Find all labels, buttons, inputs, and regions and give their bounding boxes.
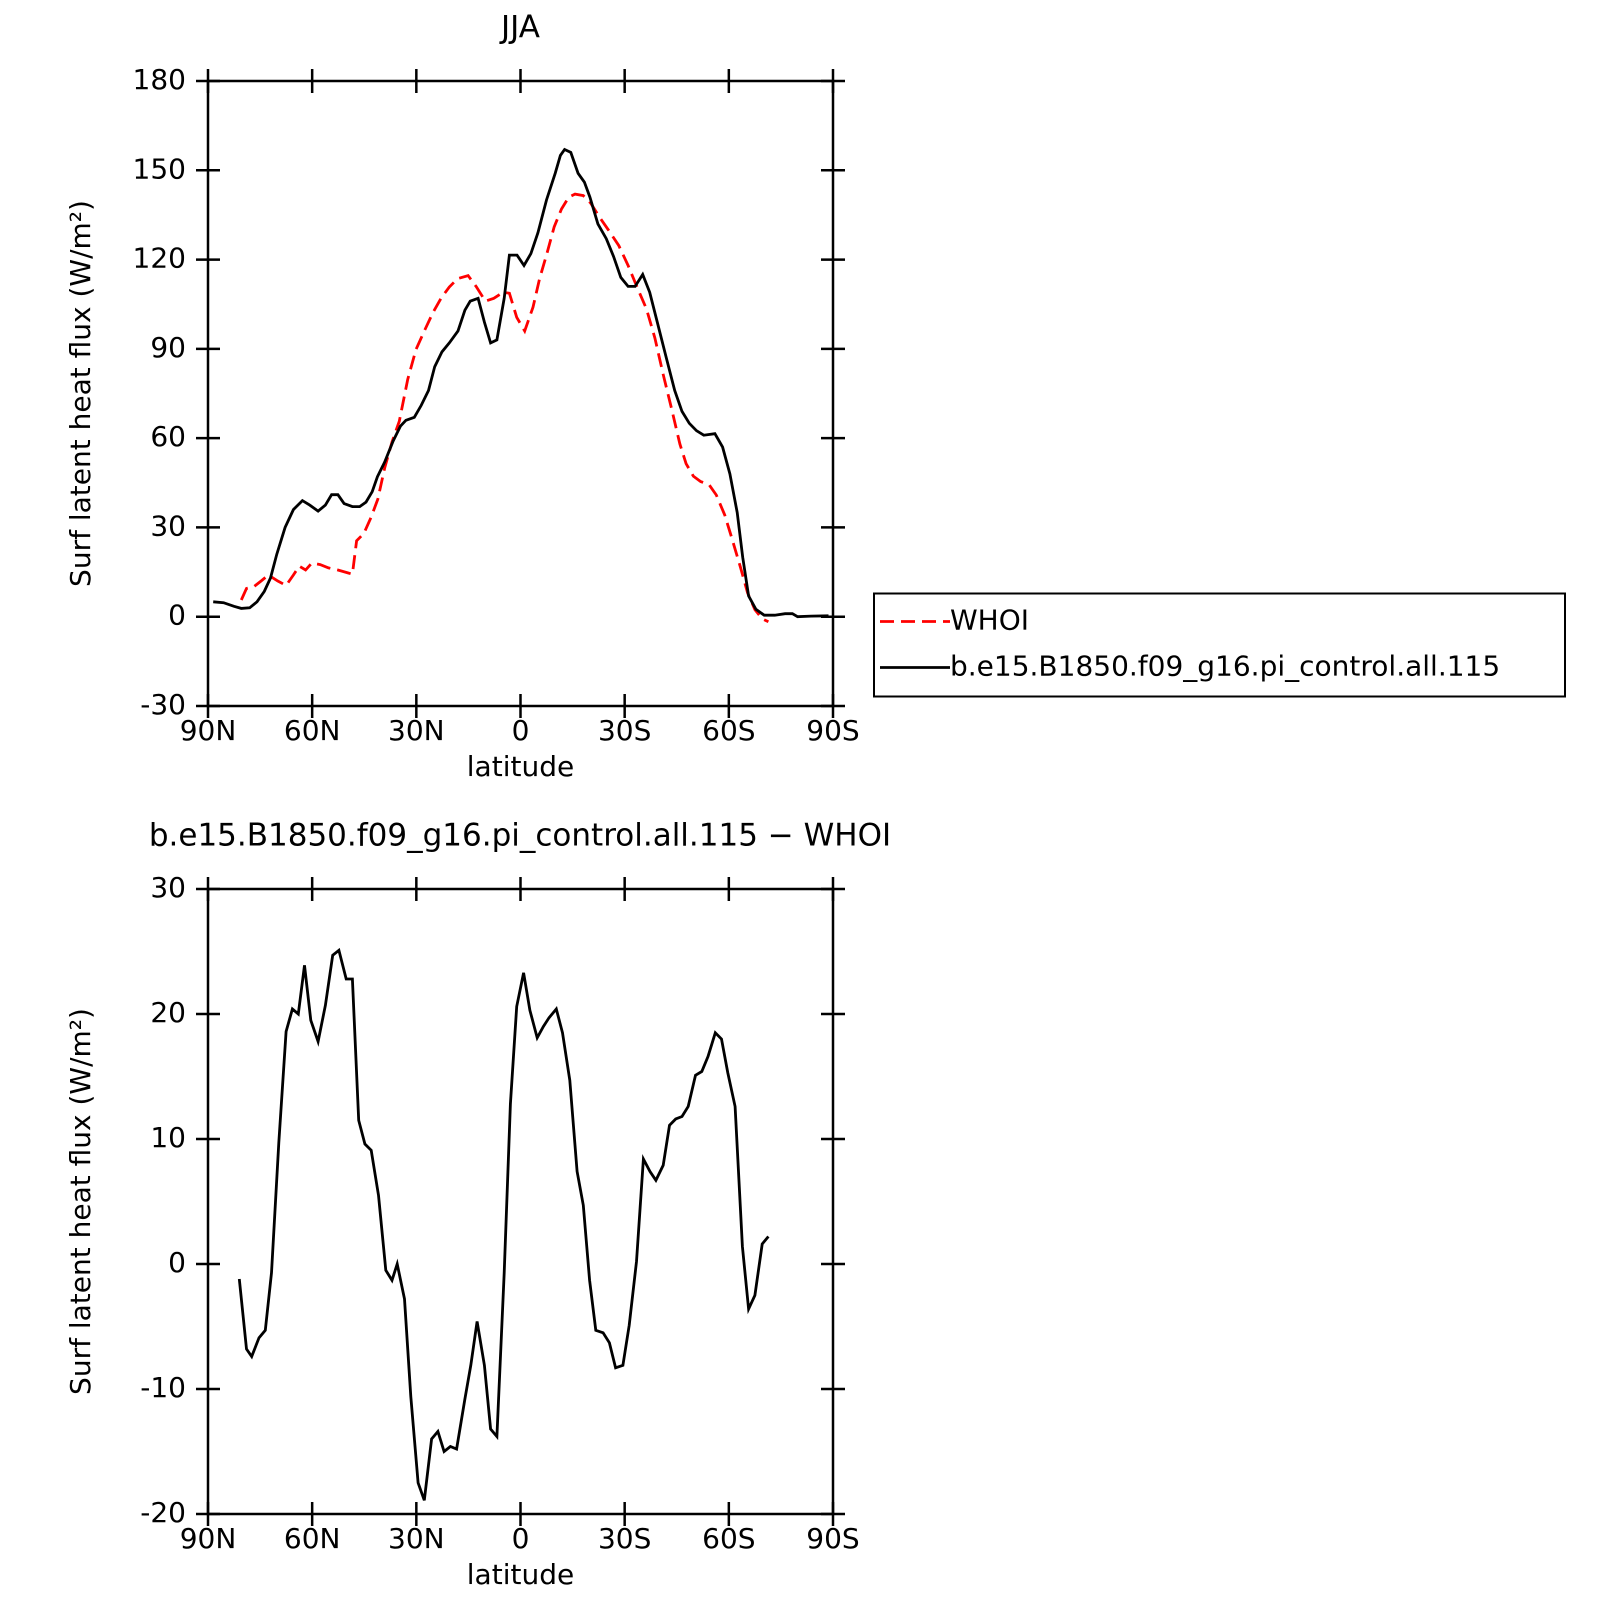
plot-frame	[206, 79, 835, 708]
x-tick-label: 30S	[598, 1522, 651, 1555]
y-axis-label: Surf latent heat flux (W/m²)	[64, 1008, 97, 1395]
y-tick-label: 0	[168, 1246, 186, 1279]
y-tick-label: -10	[140, 1371, 186, 1404]
y-tick-label: 0	[168, 599, 186, 632]
x-tick-label: 60S	[702, 714, 755, 747]
x-tick-label: 0	[512, 1522, 530, 1555]
chart-title: b.e15.B1850.f09_g16.pi_control.all.115 −…	[149, 818, 891, 854]
x-tick-label: 60S	[702, 1522, 755, 1555]
y-tick-label: 60	[150, 420, 186, 453]
x-tick-label: 90N	[180, 1522, 237, 1555]
y-tick-label: -20	[140, 1496, 186, 1529]
legend-label: WHOI	[950, 604, 1029, 637]
y-tick-label: 10	[150, 1121, 186, 1154]
y-axis-label: Surf latent heat flux (W/m²)	[64, 200, 97, 587]
y-tick-label: 90	[150, 331, 186, 364]
y-tick-label: 180	[133, 63, 186, 96]
x-tick-label: 60N	[284, 714, 341, 747]
x-tick-label: 90S	[806, 1522, 859, 1555]
y-tick-label: 120	[133, 242, 186, 275]
x-tick-label: 0	[512, 714, 530, 747]
data-line	[213, 147, 829, 619]
x-tick-label: 30N	[388, 714, 445, 747]
y-tick-label: 150	[133, 152, 186, 185]
plot-frame	[206, 887, 835, 1516]
chart-title: JJA	[499, 10, 540, 46]
x-tick-label: 90S	[806, 714, 859, 747]
x-tick-label: 30S	[598, 714, 651, 747]
y-tick-label: -30	[140, 688, 186, 721]
y-tick-label: 30	[150, 509, 186, 542]
y-tick-label: 20	[150, 996, 186, 1029]
legend-box	[873, 592, 1566, 698]
x-tick-label: 30N	[388, 1522, 445, 1555]
x-axis-label: latitude	[467, 750, 574, 783]
x-tick-label: 60N	[284, 1522, 341, 1555]
x-tick-label: 90N	[180, 714, 237, 747]
x-axis-label: latitude	[467, 1558, 574, 1591]
data-line	[240, 192, 770, 624]
data-line	[237, 947, 770, 1501]
y-tick-label: 30	[150, 871, 186, 904]
legend-label: b.e15.B1850.f09_g16.pi_control.all.115	[950, 650, 1500, 683]
